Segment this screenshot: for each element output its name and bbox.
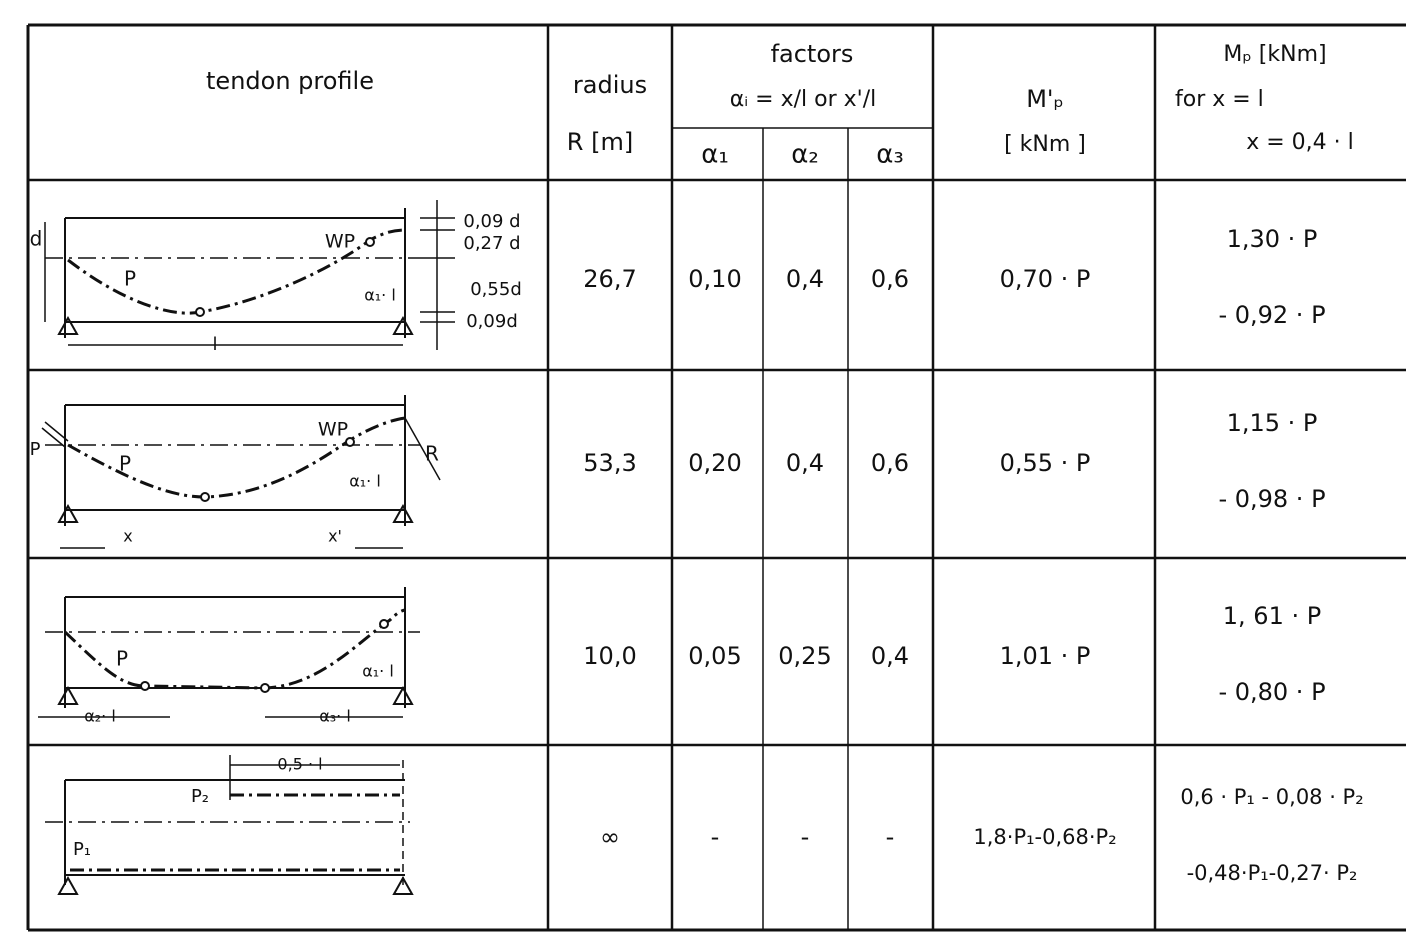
profile-label: 0,27 d — [463, 233, 520, 254]
support — [57, 315, 79, 335]
force-line — [44, 421, 69, 442]
cell-text: 0,4 — [871, 642, 909, 670]
profile-label: P — [124, 267, 136, 291]
profile-label: R — [425, 442, 439, 466]
cell-text: 0,6 — [871, 449, 909, 477]
cell-text: 0,70 · P — [1000, 265, 1091, 293]
profile-label: P₂ — [191, 786, 209, 807]
cell-text: 1,15 · P — [1227, 409, 1318, 437]
cell-text: - 0,92 · P — [1218, 301, 1325, 329]
cell-text: 0,05 — [688, 642, 741, 670]
profile-label: 0,09d — [466, 311, 518, 332]
profile-label: α₁· l — [364, 286, 396, 305]
tendon — [67, 228, 406, 315]
anchor-point — [260, 683, 270, 693]
cell-text: tendon profile — [206, 67, 374, 95]
cell-text: 1,01 · P — [1000, 642, 1091, 670]
cell-text: 1,30 · P — [1227, 225, 1318, 253]
cell-text: 0,6 — [871, 265, 909, 293]
profile-label: d — [30, 227, 43, 251]
cell-text: 0,25 — [778, 642, 831, 670]
cell-text: - — [801, 823, 810, 851]
profile-label: WP — [325, 231, 355, 253]
support — [392, 685, 414, 705]
profile-label: 0,55d — [470, 279, 522, 300]
profile-label: 0,09 d — [463, 211, 520, 232]
radius-line — [404, 417, 441, 481]
cell-text: - 0,98 · P — [1218, 485, 1325, 513]
cell-text: 10,0 — [583, 642, 636, 670]
support — [392, 875, 414, 895]
cell-text: 1,8·P₁-0,68·P₂ — [973, 825, 1116, 849]
cell-text: 0,55 · P — [1000, 449, 1091, 477]
tendon — [67, 416, 406, 499]
cell-text: 1, 61 · P — [1223, 602, 1321, 630]
cell-text: 0,4 — [786, 265, 824, 293]
profile-label: P₁ — [73, 839, 91, 860]
cell-text: 0,20 — [688, 449, 741, 477]
support — [392, 315, 414, 335]
anchor-point — [200, 492, 210, 502]
cell-text: radius — [573, 71, 647, 99]
cell-text: - 0,80 · P — [1218, 678, 1325, 706]
cell-text: - — [886, 823, 895, 851]
cell-text: αᵢ = x/l or x'/l — [730, 87, 876, 112]
cell-text: 0,4 — [786, 449, 824, 477]
profile-label: α₁· l — [362, 662, 394, 681]
profile-label: P — [119, 452, 131, 476]
support — [57, 685, 79, 705]
profile-label: α₁· l — [349, 472, 381, 491]
cell-text: Mₚ [kNm] — [1223, 42, 1326, 67]
cell-text: α₃ — [876, 140, 904, 170]
cell-text: 0,10 — [688, 265, 741, 293]
profile-label: α₃· l — [319, 707, 351, 726]
anchor-point — [365, 237, 375, 247]
anchor-point — [195, 307, 205, 317]
anchor-point — [345, 437, 355, 447]
anchor-point — [379, 619, 389, 629]
cell-text: M'ₚ — [1026, 85, 1064, 113]
cell-text: [ kNm ] — [1004, 132, 1086, 157]
cell-text: α₁ — [701, 140, 729, 170]
support — [57, 875, 79, 895]
profile-label: P — [30, 439, 41, 460]
cell-text: 0,6 · P₁ - 0,08 · P₂ — [1180, 785, 1363, 809]
profile-label: 0,5 · l — [277, 755, 322, 774]
profile-label: l — [212, 334, 217, 355]
profile-label: x — [123, 527, 132, 546]
cell-text: -0,48·P₁-0,27· P₂ — [1187, 861, 1358, 885]
cell-text: for x = l — [1175, 87, 1264, 112]
cell-text: R [m] — [567, 128, 633, 156]
cell-text: x = 0,4 · l — [1246, 130, 1354, 155]
anchor-point — [140, 681, 150, 691]
cell-text: 26,7 — [583, 265, 636, 293]
support — [392, 503, 414, 523]
cell-text: 53,3 — [583, 449, 636, 477]
cell-text: α₂ — [791, 140, 819, 170]
tendon — [63, 608, 406, 690]
profile-label: WP — [318, 419, 348, 441]
cell-text: ∞ — [600, 823, 620, 851]
cell-text: factors — [771, 40, 854, 68]
profile-label: P — [116, 647, 128, 671]
profile-label: x' — [328, 527, 342, 546]
support — [57, 503, 79, 523]
profile-label: α₂· l — [84, 707, 116, 726]
cell-text: - — [711, 823, 720, 851]
force-line — [41, 427, 66, 448]
